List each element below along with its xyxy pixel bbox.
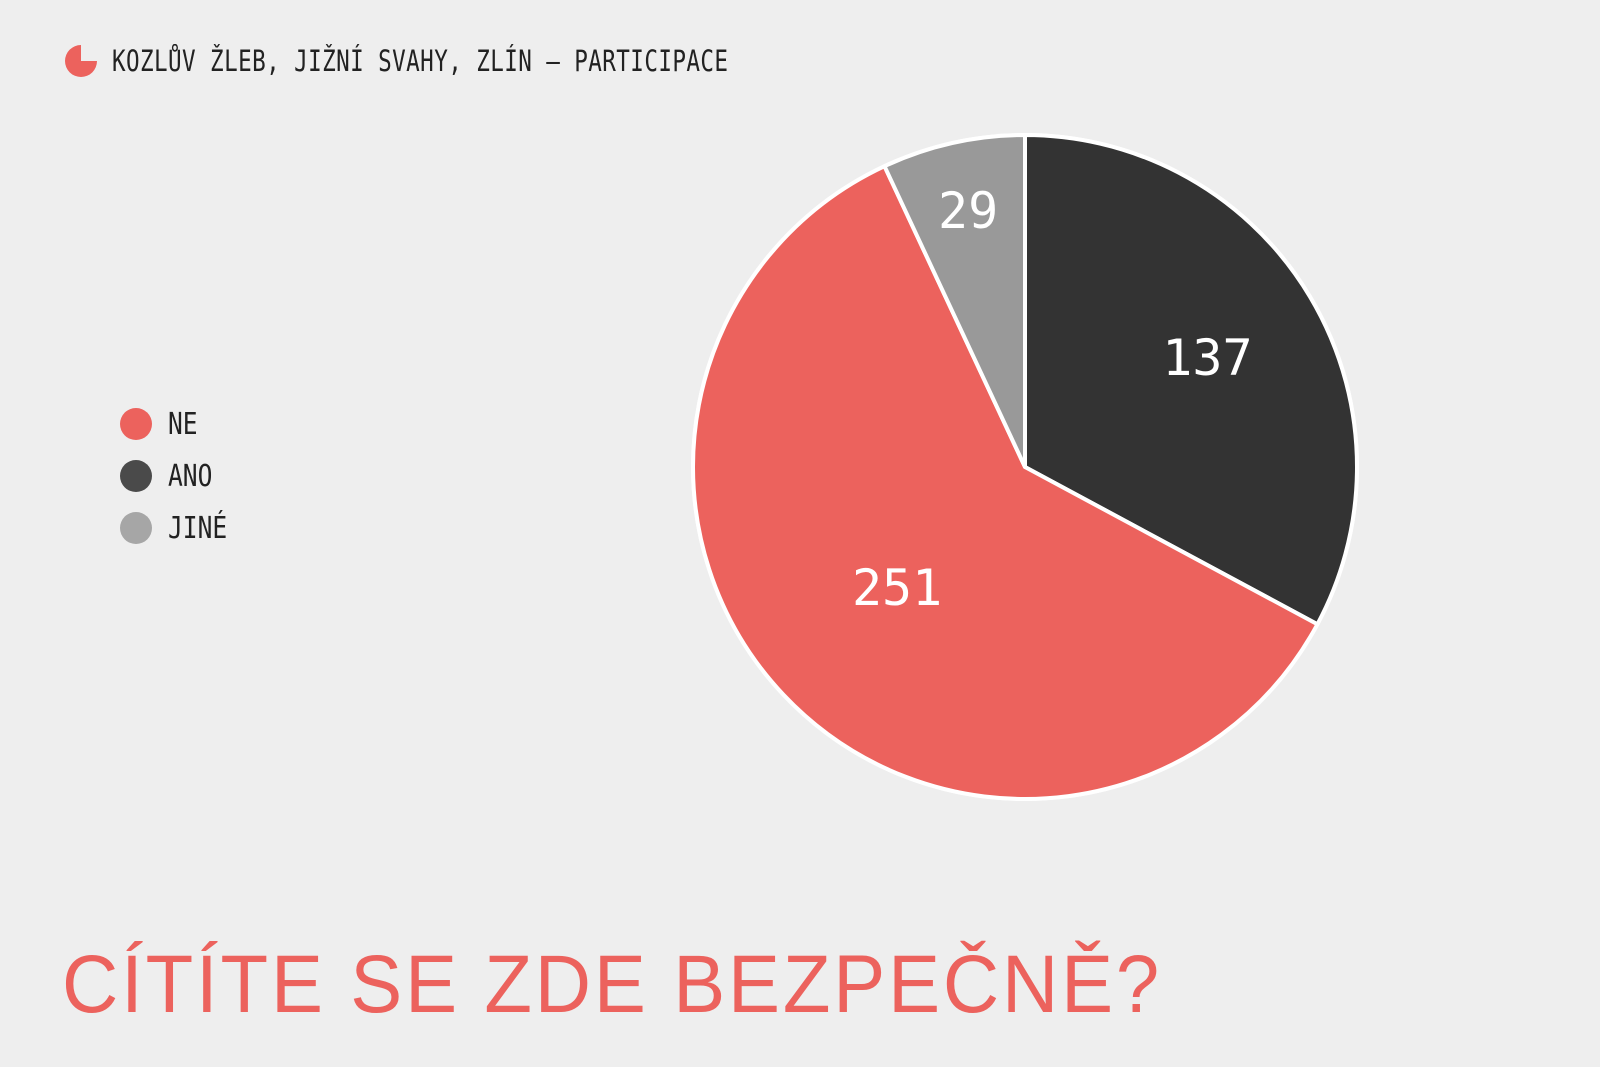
chart-header: KOZLŮV ŽLEB, JIŽNÍ SVAHY, ZLÍN – PARTICI… [64,44,902,78]
legend: NE ANO JINÉ [120,398,240,554]
pie-label-ne: 251 [852,559,942,617]
pie-chart-icon [65,45,97,77]
pie-slice-jine [882,133,1027,469]
legend-swatch-jine [120,512,152,544]
survey-question: CÍTÍTE SE ZDE BEZPEČNĚ? [62,939,1163,1030]
legend-item-ano: ANO [120,450,240,502]
chart-header-title: KOZLŮV ŽLEB, JIŽNÍ SVAHY, ZLÍN – PARTICI… [112,44,729,78]
pie-slice-ano [1023,133,1359,627]
pie-label-jine: 29 [938,182,998,240]
legend-item-ne: NE [120,398,240,450]
pie-label-ano: 137 [1162,329,1252,387]
pie-slice-ne [691,164,1320,801]
legend-label-ne: NE [168,406,198,442]
legend-swatch-ne [120,408,152,440]
legend-label-ano: ANO [168,458,213,494]
legend-item-jine: JINÉ [120,502,240,554]
legend-label-jine: JINÉ [168,510,228,546]
legend-swatch-ano [120,460,152,492]
